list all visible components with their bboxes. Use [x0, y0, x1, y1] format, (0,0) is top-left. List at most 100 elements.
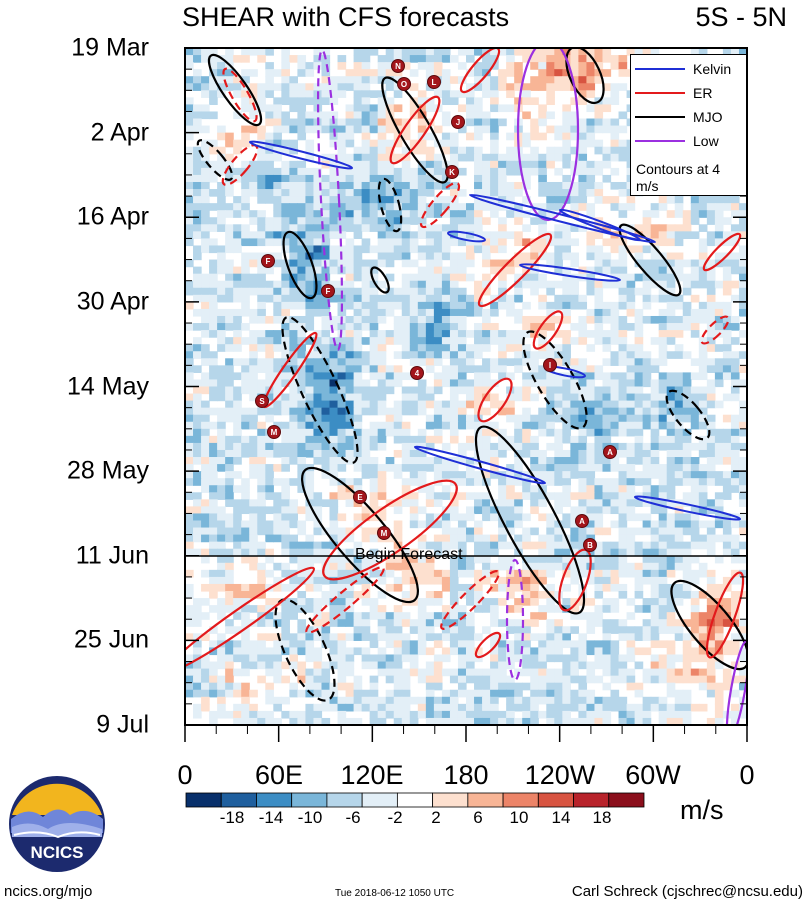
heatmap-cell [401, 654, 411, 663]
heatmap-cell [353, 414, 363, 423]
heatmap-cell [217, 160, 226, 169]
heatmap-cell [594, 181, 604, 190]
heatmap-cell [209, 527, 218, 536]
heatmap-cell [594, 661, 604, 670]
heatmap-cell [698, 372, 708, 381]
heatmap-cell [329, 492, 339, 500]
heatmap-cell [474, 527, 483, 536]
heatmap-cell [698, 48, 708, 56]
heatmap-cell [393, 668, 403, 677]
heatmap-cell [554, 435, 563, 444]
heatmap-cell [546, 703, 555, 712]
heatmap-cell [209, 541, 218, 550]
heatmap-cell [594, 541, 604, 550]
heatmap-cell [345, 407, 355, 416]
heatmap-cell [642, 696, 652, 705]
heatmap-cell [642, 499, 652, 507]
heatmap-cell [201, 689, 210, 698]
heatmap-cell [482, 682, 491, 691]
heatmap-cell [329, 181, 339, 190]
heatmap-cell [201, 682, 210, 691]
heatmap-cell [425, 633, 435, 641]
heatmap-cell [345, 125, 355, 134]
heatmap-cell [201, 442, 210, 451]
heatmap-cell [377, 428, 387, 437]
heatmap-cell [289, 118, 298, 127]
heatmap-cell [490, 62, 499, 70]
heatmap-cell [209, 471, 218, 479]
heatmap-cell [642, 576, 652, 585]
heatmap-cell [289, 231, 298, 239]
heatmap-cell [594, 675, 604, 684]
heatmap-cell [666, 337, 676, 345]
heatmap-cell [409, 576, 419, 585]
heatmap-cell [185, 492, 194, 500]
heatmap-cell [490, 104, 499, 113]
heatmap-cell [490, 308, 499, 317]
heatmap-cell [433, 640, 443, 649]
heatmap-cell [634, 576, 644, 585]
heatmap-cell [185, 682, 194, 691]
heatmap-cell [225, 132, 234, 141]
heatmap-cell [337, 492, 347, 500]
heatmap-cell [321, 97, 331, 106]
heatmap-cell [433, 703, 443, 712]
heatmap-cell [690, 598, 700, 606]
heatmap-cell [650, 548, 660, 557]
heatmap-cell [482, 344, 491, 352]
heatmap-cell [353, 62, 363, 70]
heatmap-cell [185, 351, 194, 359]
heatmap-cell [337, 231, 347, 239]
heatmap-cell [698, 386, 708, 395]
heatmap-cell [241, 407, 250, 416]
heatmap-cell [209, 217, 218, 225]
heatmap-cell [265, 238, 274, 247]
heatmap-cell [562, 181, 571, 190]
heatmap-cell [265, 449, 274, 458]
heatmap-cell [650, 583, 660, 592]
heatmap-cell [401, 640, 411, 649]
heatmap-cell [401, 675, 411, 684]
heatmap-cell [265, 344, 274, 352]
heatmap-cell [201, 189, 210, 197]
heatmap-cell [345, 189, 355, 197]
heatmap-cell [337, 527, 347, 536]
heatmap-cell [297, 83, 307, 91]
heatmap-cell [273, 259, 282, 268]
heatmap-cell [353, 541, 363, 550]
heatmap-cell [353, 591, 363, 599]
heatmap-cell [417, 696, 427, 705]
heatmap-cell [538, 428, 547, 437]
heatmap-cell [530, 379, 539, 388]
heatmap-cell [586, 457, 596, 465]
heatmap-cell [241, 196, 250, 204]
heatmap-cell [193, 400, 202, 409]
heatmap-cell [562, 315, 571, 324]
heatmap-cell [698, 421, 708, 430]
heatmap-cell [586, 372, 596, 381]
heatmap-cell [225, 337, 234, 345]
heatmap-cell [490, 675, 499, 684]
heatmap-cell [610, 308, 620, 317]
heatmap-cell [241, 485, 250, 493]
heatmap-cell [449, 189, 459, 197]
heatmap-cell [425, 703, 435, 712]
heatmap-cell [674, 379, 684, 388]
heatmap-cell [730, 393, 740, 402]
heatmap-cell [329, 196, 339, 204]
heatmap-cell [666, 414, 676, 423]
heatmap-cell [345, 379, 355, 388]
heatmap-cell [610, 464, 620, 472]
heatmap-cell [257, 132, 266, 141]
heatmap-cell [618, 619, 628, 627]
heatmap-cell [225, 562, 234, 571]
heatmap-cell [417, 598, 427, 606]
heatmap-cell [249, 125, 258, 134]
heatmap-cell [586, 167, 596, 176]
heatmap-cell [281, 308, 290, 317]
heatmap-cell [682, 647, 692, 656]
heatmap-cell [658, 414, 668, 423]
heatmap-cell [666, 428, 676, 437]
heatmap-cell [514, 83, 523, 91]
heatmap-cell [337, 449, 347, 458]
